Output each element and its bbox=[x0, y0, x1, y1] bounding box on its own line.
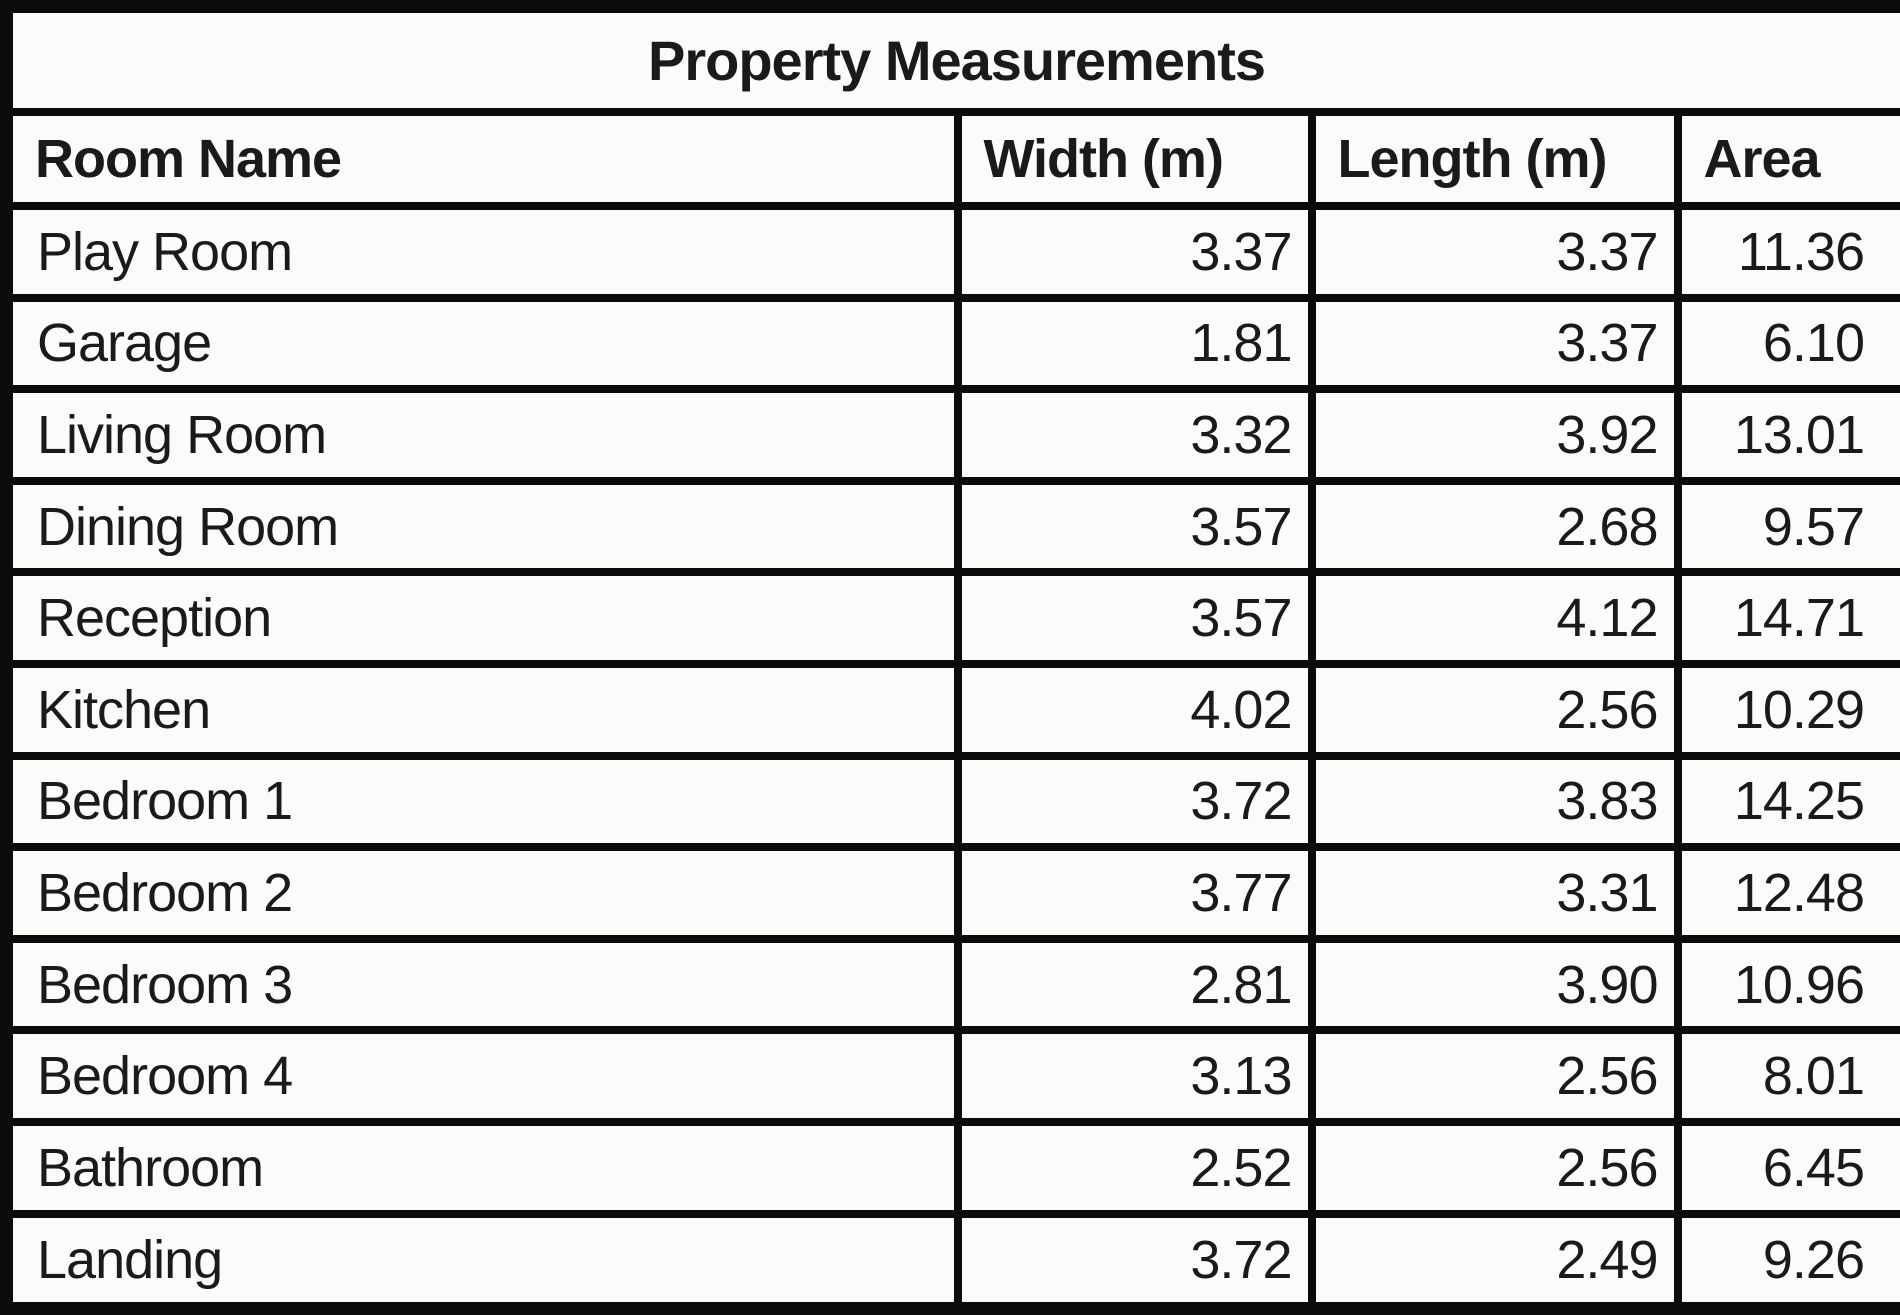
cell-room-name: Bedroom 4 bbox=[2, 1026, 962, 1127]
cell-area: 8.01 bbox=[1673, 1026, 1900, 1127]
cell-length: 3.31 bbox=[1307, 843, 1682, 943]
cell-width: 3.77 bbox=[953, 843, 1316, 943]
cell-room-name: Living Room bbox=[2, 385, 962, 485]
cell-room-name: Bathroom bbox=[2, 1118, 962, 1218]
cell-area: 10.96 bbox=[1673, 934, 1900, 1035]
column-header-length: Length (m) bbox=[1307, 108, 1682, 210]
cell-area: 6.10 bbox=[1673, 293, 1900, 394]
column-header-room-name: Room Name bbox=[2, 108, 962, 210]
cell-room-name: Bedroom 1 bbox=[2, 751, 962, 852]
cell-length: 2.56 bbox=[1307, 1026, 1682, 1127]
cell-area: 13.01 bbox=[1673, 385, 1900, 485]
cell-length: 3.37 bbox=[1307, 293, 1682, 394]
cell-width: 3.37 bbox=[953, 202, 1316, 302]
cell-length: 2.68 bbox=[1307, 476, 1682, 577]
page-title: Property Measurements bbox=[2, 2, 1900, 116]
column-header-area: Area bbox=[1673, 108, 1900, 210]
cell-area: 9.57 bbox=[1673, 476, 1900, 577]
cell-room-name: Bedroom 3 bbox=[2, 934, 962, 1035]
cell-width: 1.81 bbox=[953, 293, 1316, 394]
cell-length: 4.12 bbox=[1307, 568, 1682, 669]
table-row: Bedroom 3 2.81 3.90 10.96 bbox=[2, 934, 1900, 1035]
table-row: Garage 1.81 3.37 6.10 bbox=[2, 293, 1900, 394]
cell-length: 3.92 bbox=[1307, 385, 1682, 485]
table-row: Kitchen 4.02 2.56 10.29 bbox=[2, 660, 1900, 760]
cell-room-name: Play Room bbox=[2, 202, 962, 302]
cell-length: 2.56 bbox=[1307, 660, 1682, 760]
table-row: Play Room 3.37 3.37 11.36 bbox=[2, 202, 1900, 302]
cell-room-name: Reception bbox=[2, 568, 962, 669]
cell-width: 3.57 bbox=[953, 476, 1316, 577]
table-row: Bedroom 4 3.13 2.56 8.01 bbox=[2, 1026, 1900, 1127]
cell-room-name: Garage bbox=[2, 293, 962, 394]
table-row: Bathroom 2.52 2.56 6.45 bbox=[2, 1118, 1900, 1218]
table-title-row: Property Measurements bbox=[2, 2, 1900, 116]
cell-width: 2.81 bbox=[953, 934, 1316, 1035]
cell-area: 9.26 bbox=[1673, 1209, 1900, 1313]
cell-width: 3.32 bbox=[953, 385, 1316, 485]
table-row: Bedroom 1 3.72 3.83 14.25 bbox=[2, 751, 1900, 852]
cell-length: 3.37 bbox=[1307, 202, 1682, 302]
cell-length: 2.49 bbox=[1307, 1209, 1682, 1313]
cell-room-name: Kitchen bbox=[2, 660, 962, 760]
cell-width: 3.57 bbox=[953, 568, 1316, 669]
table-row: Landing 3.72 2.49 9.26 bbox=[2, 1209, 1900, 1313]
table-row: Living Room 3.32 3.92 13.01 bbox=[2, 385, 1900, 485]
cell-area: 11.36 bbox=[1673, 202, 1900, 302]
cell-area: 14.25 bbox=[1673, 751, 1900, 852]
cell-room-name: Dining Room bbox=[2, 476, 962, 577]
cell-area: 14.71 bbox=[1673, 568, 1900, 669]
cell-width: 4.02 bbox=[953, 660, 1316, 760]
cell-length: 2.56 bbox=[1307, 1118, 1682, 1218]
cell-length: 3.90 bbox=[1307, 934, 1682, 1035]
column-header-width: Width (m) bbox=[953, 108, 1316, 210]
cell-area: 6.45 bbox=[1673, 1118, 1900, 1218]
cell-width: 3.13 bbox=[953, 1026, 1316, 1127]
cell-width: 3.72 bbox=[953, 751, 1316, 852]
cell-room-name: Landing bbox=[2, 1209, 962, 1313]
cell-room-name: Bedroom 2 bbox=[2, 843, 962, 943]
table-header-row: Room Name Width (m) Length (m) Area bbox=[2, 108, 1900, 210]
cell-length: 3.83 bbox=[1307, 751, 1682, 852]
cell-area: 10.29 bbox=[1673, 660, 1900, 760]
cell-width: 2.52 bbox=[953, 1118, 1316, 1218]
table-row: Bedroom 2 3.77 3.31 12.48 bbox=[2, 843, 1900, 943]
table-row: Dining Room 3.57 2.68 9.57 bbox=[2, 476, 1900, 577]
table-row: Reception 3.57 4.12 14.71 bbox=[2, 568, 1900, 669]
cell-area: 12.48 bbox=[1673, 843, 1900, 943]
cell-width: 3.72 bbox=[953, 1209, 1316, 1313]
